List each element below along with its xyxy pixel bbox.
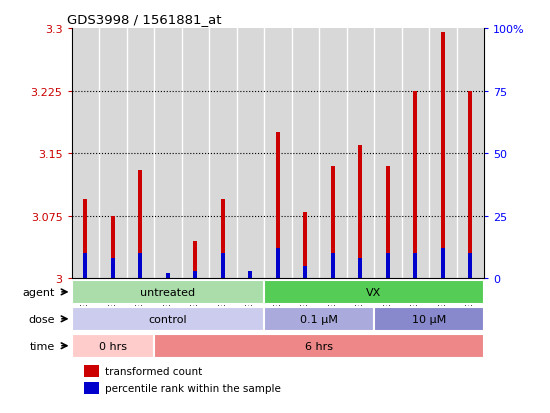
- Text: percentile rank within the sample: percentile rank within the sample: [105, 383, 281, 393]
- Bar: [83, 254, 87, 279]
- Bar: [468, 91, 472, 279]
- Text: dose: dose: [29, 314, 55, 324]
- Bar: [72, 334, 154, 358]
- Bar: [221, 199, 225, 279]
- Bar: [83, 199, 87, 279]
- Bar: [248, 271, 252, 279]
- Text: GDS3998 / 1561881_at: GDS3998 / 1561881_at: [67, 13, 222, 26]
- Bar: [319, 29, 346, 279]
- Bar: [292, 29, 319, 279]
- Bar: [346, 29, 374, 279]
- Bar: [209, 29, 236, 279]
- Bar: [154, 334, 484, 358]
- Bar: [264, 280, 484, 304]
- Bar: [84, 365, 99, 377]
- Text: time: time: [30, 341, 55, 351]
- Text: transformed count: transformed count: [105, 366, 202, 376]
- Bar: [374, 29, 401, 279]
- Bar: [429, 29, 456, 279]
- Bar: [264, 29, 292, 279]
- Bar: [72, 307, 264, 331]
- Bar: [402, 29, 429, 279]
- Bar: [331, 254, 335, 279]
- Bar: [264, 307, 374, 331]
- Bar: [72, 280, 264, 304]
- Bar: [358, 259, 362, 279]
- Bar: [386, 254, 390, 279]
- Bar: [248, 272, 252, 279]
- Text: 0.1 μM: 0.1 μM: [300, 314, 338, 324]
- Bar: [138, 171, 142, 279]
- Bar: [413, 91, 417, 279]
- Bar: [99, 29, 127, 279]
- Text: VX: VX: [366, 287, 382, 297]
- Text: agent: agent: [23, 287, 55, 297]
- Bar: [236, 29, 264, 279]
- Bar: [276, 249, 280, 279]
- Bar: [182, 29, 209, 279]
- Bar: [111, 216, 115, 279]
- Bar: [166, 275, 170, 279]
- Bar: [166, 274, 170, 279]
- Text: control: control: [148, 314, 187, 324]
- Bar: [276, 133, 280, 279]
- Bar: [331, 166, 335, 279]
- Bar: [84, 382, 99, 394]
- Bar: [193, 271, 197, 279]
- Bar: [358, 145, 362, 279]
- Bar: [441, 249, 445, 279]
- Bar: [456, 29, 484, 279]
- Bar: [111, 259, 115, 279]
- Bar: [413, 254, 417, 279]
- Text: 0 hrs: 0 hrs: [99, 341, 127, 351]
- Bar: [374, 307, 484, 331]
- Text: untreated: untreated: [140, 287, 195, 297]
- Bar: [441, 33, 445, 279]
- Bar: [138, 254, 142, 279]
- Text: 6 hrs: 6 hrs: [305, 341, 333, 351]
- Bar: [386, 166, 390, 279]
- Bar: [303, 266, 307, 279]
- Bar: [468, 254, 472, 279]
- Bar: [126, 29, 154, 279]
- Bar: [154, 29, 182, 279]
- Text: 10 μM: 10 μM: [412, 314, 446, 324]
- Bar: [303, 212, 307, 279]
- Bar: [193, 241, 197, 279]
- Bar: [72, 29, 99, 279]
- Bar: [221, 254, 225, 279]
